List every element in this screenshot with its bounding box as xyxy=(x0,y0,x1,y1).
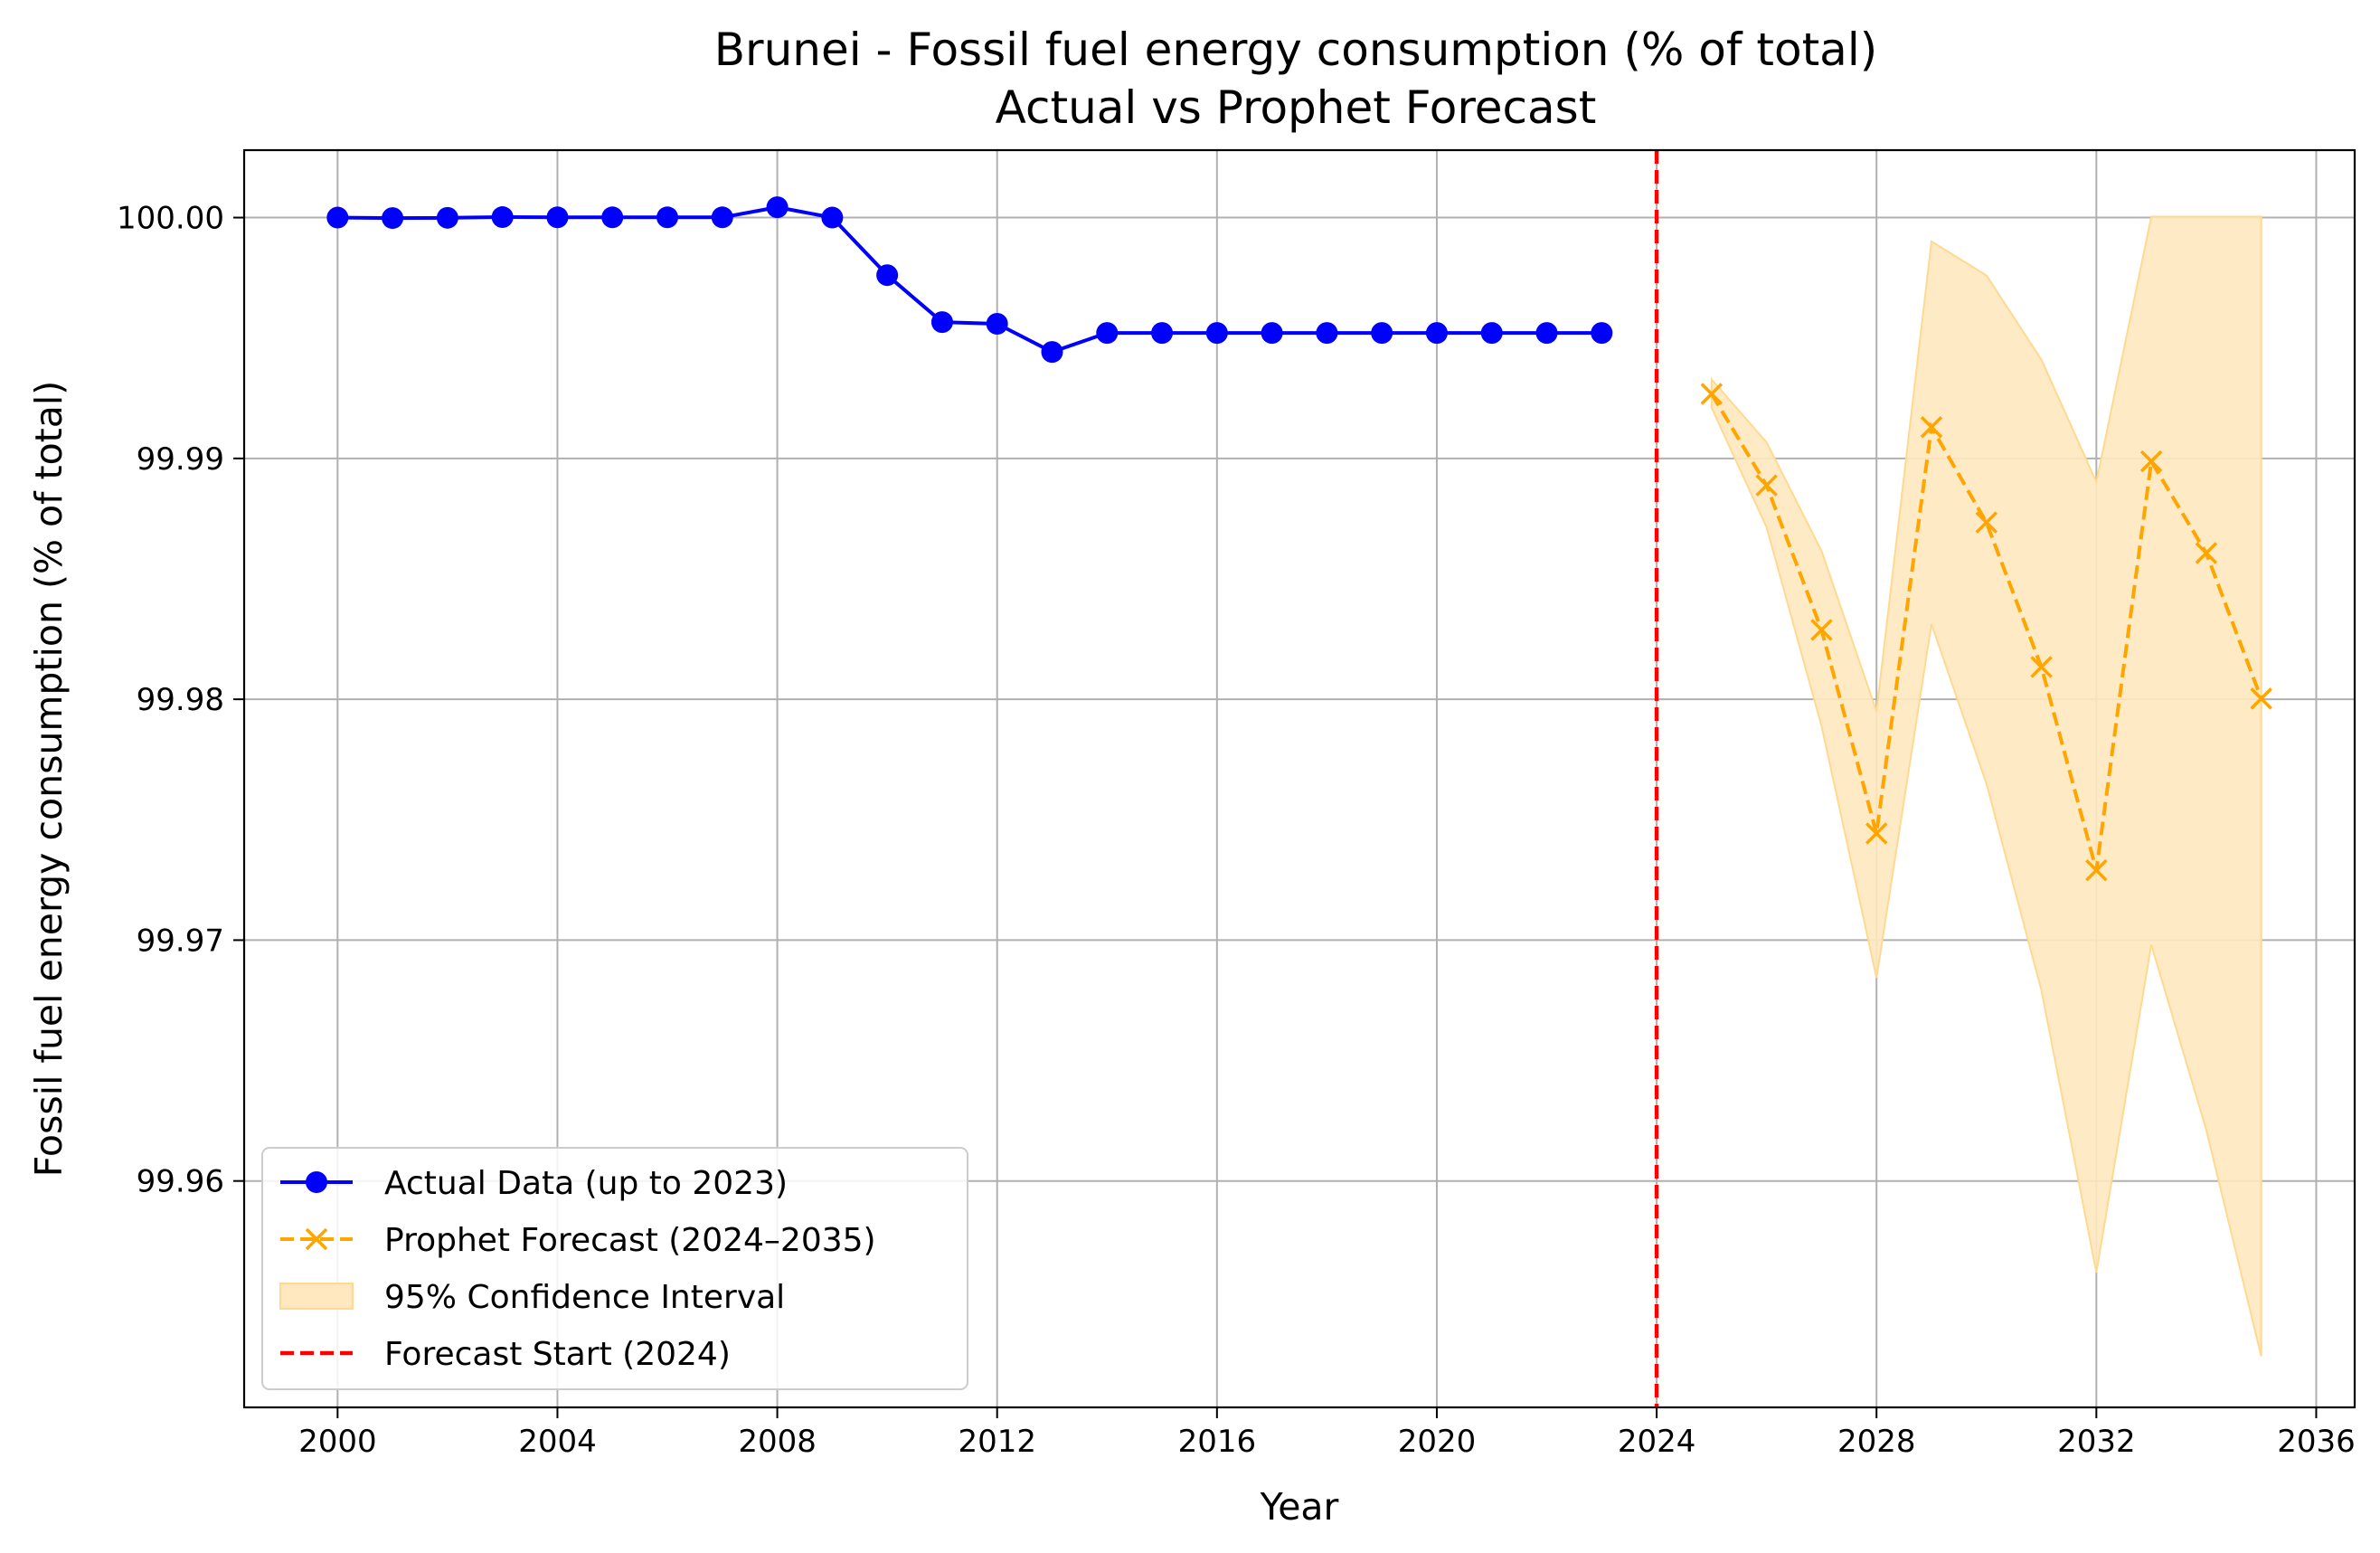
actual-point xyxy=(1316,322,1338,345)
y-tick-label: 99.99 xyxy=(137,441,224,478)
forecast-point xyxy=(2250,687,2272,710)
actual-point xyxy=(1591,322,1613,345)
actual-point xyxy=(766,196,789,219)
actual-point xyxy=(326,206,349,229)
y-axis: 99.96 99.97 99.98 99.99 100.00 xyxy=(117,201,244,1200)
y-tick-label: 99.98 xyxy=(137,682,224,718)
legend-entry-actual: Actual Data (up to 2023) xyxy=(280,1165,788,1202)
legend: Actual Data (up to 2023) Prophet Forecas… xyxy=(261,1147,968,1390)
legend-box xyxy=(261,1147,968,1390)
plot-frame xyxy=(242,148,2356,1409)
x-tick-label: 2020 xyxy=(1398,1424,1477,1460)
actual-point xyxy=(1151,322,1174,345)
actual-point xyxy=(656,206,679,229)
x-tick-label: 2004 xyxy=(518,1424,597,1460)
forecast-point xyxy=(1700,383,1724,405)
chart-title: Brunei - Fossil fuel energy consumption … xyxy=(714,24,1877,76)
actual-point xyxy=(382,207,404,230)
actual-point xyxy=(930,311,953,334)
legend-forecast-marker xyxy=(305,1227,328,1251)
legend-forecast-label: Prophet Forecast (2024–2035) xyxy=(384,1222,876,1259)
x-tick-label: 2028 xyxy=(1837,1424,1916,1460)
forecast-point xyxy=(1755,474,1778,497)
forecast-point xyxy=(2195,542,2218,564)
actual-point xyxy=(1425,322,1448,345)
grid xyxy=(244,150,2355,1407)
actual-point xyxy=(1535,322,1558,345)
y-tick-label: 99.97 xyxy=(137,923,224,959)
legend-entry-forecast-start: Forecast Start (2024) xyxy=(280,1336,731,1373)
actual-point xyxy=(491,206,514,229)
forecast-point xyxy=(2139,450,2163,473)
actual-point xyxy=(1041,341,1063,364)
confidence-band-area xyxy=(1710,215,2262,1357)
x-tick-label: 2012 xyxy=(958,1424,1036,1460)
actual-series xyxy=(326,196,1613,364)
legend-actual-label: Actual Data (up to 2023) xyxy=(384,1165,788,1202)
actual-point xyxy=(1096,322,1119,345)
legend-entry-confidence: 95% Confidence Interval xyxy=(279,1279,785,1316)
forecast-point xyxy=(2030,656,2053,678)
chart-subtitle: Actual vs Prophet Forecast xyxy=(996,81,1597,134)
x-axis-label: Year xyxy=(1260,1485,1339,1529)
forecast-line xyxy=(1710,393,2263,871)
actual-point xyxy=(986,312,1008,335)
actual-point xyxy=(1205,322,1228,345)
actual-point xyxy=(1261,322,1283,345)
x-tick-label: 2008 xyxy=(738,1424,817,1460)
actual-point xyxy=(546,206,569,229)
x-tick-label: 2036 xyxy=(2277,1424,2356,1460)
legend-confidence-label: 95% Confidence Interval xyxy=(384,1279,785,1316)
actual-point xyxy=(601,206,624,229)
actual-point xyxy=(1480,322,1503,345)
actual-point xyxy=(876,264,899,287)
forecast-point xyxy=(1920,415,1943,439)
legend-forecast-start-label: Forecast Start (2024) xyxy=(384,1336,731,1373)
legend-entry-forecast: Prophet Forecast (2024–2035) xyxy=(280,1222,876,1259)
confidence-band xyxy=(1710,215,2262,1357)
actual-point xyxy=(711,206,733,229)
forecast-point xyxy=(1975,511,1998,534)
forecast-point xyxy=(1810,619,1833,641)
y-tick-label: 99.96 xyxy=(137,1164,224,1200)
x-axis: 2000 2004 2008 2012 2016 2020 2024 2028 2032 2036 xyxy=(298,1407,2356,1460)
legend-actual-marker xyxy=(306,1171,327,1193)
forecast-point xyxy=(2085,858,2108,882)
actual-point xyxy=(1371,322,1393,345)
x-tick-label: 2024 xyxy=(1618,1424,1696,1460)
actual-point xyxy=(821,206,844,229)
x-tick-label: 2000 xyxy=(298,1424,377,1460)
actual-point xyxy=(436,206,458,229)
y-axis-label: Fossil fuel energy consumption (% of tot… xyxy=(27,381,71,1177)
forecast-series xyxy=(1700,383,2272,882)
x-tick-label: 2016 xyxy=(1178,1424,1257,1460)
y-tick-label: 100.00 xyxy=(117,201,224,237)
forecast-point xyxy=(1865,822,1888,845)
legend-confidence-swatch xyxy=(279,1283,354,1310)
x-tick-label: 2032 xyxy=(2057,1424,2136,1460)
